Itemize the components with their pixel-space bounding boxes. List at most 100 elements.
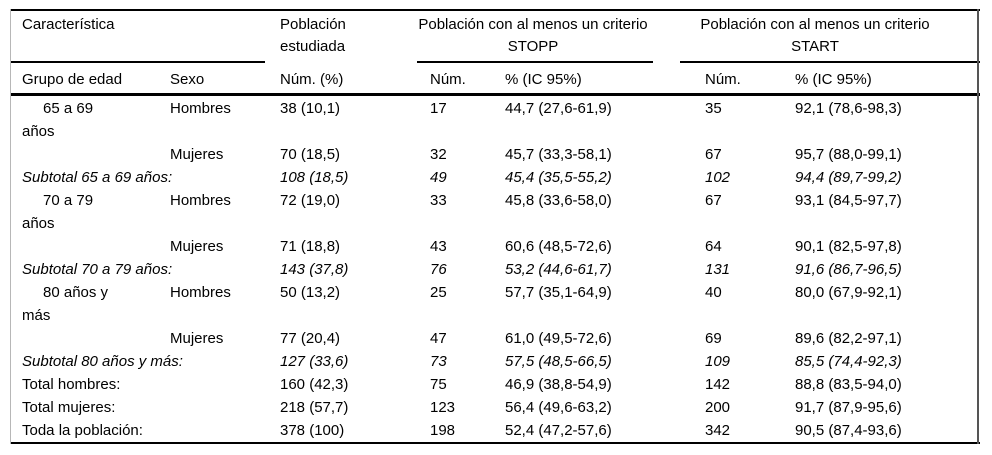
cell-start-ci: 90,1 (82,5-97,8) bbox=[795, 238, 902, 255]
cell-stopp-ci: 45,8 (33,6-58,0) bbox=[505, 192, 612, 209]
cell-start-n: 69 bbox=[705, 330, 722, 347]
cell-age-group: 65 a 69 años bbox=[10, 97, 170, 143]
header-stopp-group: Población con al menos un criterio STOPP bbox=[405, 14, 661, 58]
cell-population: 77 (20,4) bbox=[280, 330, 341, 347]
header-start-group: Población con al menos un criterio START bbox=[665, 14, 965, 58]
cell-age-group bbox=[10, 327, 170, 350]
cell-sex: Mujeres bbox=[170, 146, 224, 163]
total-row: Total hombres: 160 (42,3) 75 46,9 (38,8-… bbox=[10, 373, 980, 396]
cell-start-n: 200 bbox=[705, 399, 731, 416]
age-group-label-wrap: años bbox=[22, 123, 55, 140]
cell-subtotal-label: Subtotal 70 a 79 años: bbox=[22, 261, 173, 278]
header-age-group: Grupo de edad bbox=[22, 71, 123, 88]
cell-start-ci: 85,5 (74,4-92,3) bbox=[795, 353, 902, 370]
table-bottom-rule bbox=[10, 442, 980, 444]
cell-start-ci: 95,7 (88,0-99,1) bbox=[795, 146, 902, 163]
cell-stopp-ci: 57,7 (35,1-64,9) bbox=[505, 284, 612, 301]
cell-start-n: 35 bbox=[705, 100, 722, 117]
cell-population: 378 (100) bbox=[280, 422, 345, 439]
cell-stopp-ci: 60,6 (48,5-72,6) bbox=[505, 238, 612, 255]
cell-stopp-ci: 61,0 (49,5-72,6) bbox=[505, 330, 612, 347]
table-row: 65 a 69 años Hombres 38 (10,1) 17 44,7 (… bbox=[10, 97, 980, 143]
cell-stopp-n: 32 bbox=[430, 146, 447, 163]
cell-total-label: Toda la población: bbox=[22, 422, 143, 439]
cell-start-ci: 89,6 (82,2-97,1) bbox=[795, 330, 902, 347]
header-start-line2: START bbox=[791, 38, 839, 55]
age-group-label-wrap: más bbox=[22, 307, 51, 324]
header-start-num: Núm. bbox=[705, 71, 741, 88]
cell-population: 218 (57,7) bbox=[280, 399, 349, 416]
table-row: 70 a 79 años Hombres 72 (19,0) 33 45,8 (… bbox=[10, 189, 980, 235]
subtotal-row: Subtotal 65 a 69 años: 108 (18,5) 49 45,… bbox=[10, 166, 980, 189]
cell-start-n: 64 bbox=[705, 238, 722, 255]
cell-subtotal-label: Subtotal 65 a 69 años: bbox=[22, 169, 173, 186]
cell-start-n: 142 bbox=[705, 376, 731, 393]
cell-population: 72 (19,0) bbox=[280, 192, 341, 209]
cell-stopp-n: 49 bbox=[430, 169, 447, 186]
cell-stopp-n: 73 bbox=[430, 353, 447, 370]
cell-total-label: Total mujeres: bbox=[22, 399, 116, 416]
subtotal-row: Subtotal 70 a 79 años: 143 (37,8) 76 53,… bbox=[10, 258, 980, 281]
cell-population: 38 (10,1) bbox=[280, 100, 341, 117]
cell-population: 70 (18,5) bbox=[280, 146, 341, 163]
start-group-rule bbox=[680, 61, 980, 63]
cell-stopp-n: 123 bbox=[430, 399, 456, 416]
cell-population: 71 (18,8) bbox=[280, 238, 341, 255]
cell-subtotal-label: Subtotal 80 años y más: bbox=[22, 353, 183, 370]
cell-age-group: 80 años y más bbox=[10, 281, 170, 327]
cell-start-n: 40 bbox=[705, 284, 722, 301]
cell-sex: Hombres bbox=[170, 100, 231, 117]
cell-stopp-ci: 53,2 (44,6-61,7) bbox=[505, 261, 612, 278]
cell-stopp-ci: 45,7 (33,3-58,1) bbox=[505, 146, 612, 163]
cell-start-n: 109 bbox=[705, 353, 731, 370]
table-top-rule bbox=[10, 9, 980, 11]
age-group-label: 80 años y bbox=[43, 284, 109, 301]
cell-start-ci: 91,7 (87,9-95,6) bbox=[795, 399, 902, 416]
cell-sex: Hombres bbox=[170, 284, 231, 301]
table-row: 80 años y más Hombres 50 (13,2) 25 57,7 … bbox=[10, 281, 980, 327]
table-row: Mujeres 71 (18,8) 43 60,6 (48,5-72,6) 64… bbox=[10, 235, 980, 258]
age-group-label: 70 a 79 bbox=[43, 192, 94, 209]
cell-sex: Mujeres bbox=[170, 330, 224, 347]
header-characteristic: Característica bbox=[22, 16, 115, 33]
cell-population: 108 (18,5) bbox=[280, 169, 349, 186]
header-start-line1: Población con al menos un criterio bbox=[700, 16, 930, 33]
cell-start-ci: 88,8 (83,5-94,0) bbox=[795, 376, 902, 393]
cell-stopp-ci: 57,5 (48,5-66,5) bbox=[505, 353, 612, 370]
header-pop-num: Núm. (%) bbox=[280, 71, 344, 88]
cell-age-group bbox=[10, 143, 170, 166]
cell-stopp-n: 75 bbox=[430, 376, 447, 393]
cell-sex: Hombres bbox=[170, 192, 231, 209]
cell-start-ci: 94,4 (89,7-99,2) bbox=[795, 169, 902, 186]
cell-stopp-n: 17 bbox=[430, 100, 447, 117]
age-group-label-wrap: años bbox=[22, 215, 55, 232]
table-row: Mujeres 70 (18,5) 32 45,7 (33,3-58,1) 67… bbox=[10, 143, 980, 166]
cell-start-n: 342 bbox=[705, 422, 731, 439]
cell-start-n: 67 bbox=[705, 192, 722, 209]
cell-stopp-ci: 45,4 (35,5-55,2) bbox=[505, 169, 612, 186]
table-subheader-row: Grupo de edad Sexo Núm. (%) Núm. % (IC 9… bbox=[10, 63, 980, 97]
header-start-ci: % (IC 95%) bbox=[795, 71, 872, 88]
cell-stopp-n: 33 bbox=[430, 192, 447, 209]
cell-start-n: 102 bbox=[705, 169, 731, 186]
age-group-label: 65 a 69 bbox=[43, 100, 94, 117]
cell-age-group bbox=[10, 235, 170, 258]
cell-stopp-n: 47 bbox=[430, 330, 447, 347]
cell-stopp-ci: 46,9 (38,8-54,9) bbox=[505, 376, 612, 393]
cell-start-n: 131 bbox=[705, 261, 731, 278]
cell-stopp-ci: 52,4 (47,2-57,6) bbox=[505, 422, 612, 439]
cell-population: 160 (42,3) bbox=[280, 376, 349, 393]
header-bottom-rule bbox=[10, 93, 980, 96]
characteristic-group-rule bbox=[10, 61, 265, 63]
table-row: Mujeres 77 (20,4) 47 61,0 (49,5-72,6) 69… bbox=[10, 327, 980, 350]
cell-start-ci: 92,1 (78,6-98,3) bbox=[795, 100, 902, 117]
cell-population: 143 (37,8) bbox=[280, 261, 349, 278]
header-stopp-line1: Población con al menos un criterio bbox=[418, 16, 648, 33]
cell-sex: Mujeres bbox=[170, 238, 224, 255]
header-stopp-ci: % (IC 95%) bbox=[505, 71, 582, 88]
cell-start-ci: 80,0 (67,9-92,1) bbox=[795, 284, 902, 301]
cell-stopp-n: 198 bbox=[430, 422, 456, 439]
header-stopp-line2: STOPP bbox=[507, 38, 559, 55]
cell-start-ci: 93,1 (84,5-97,7) bbox=[795, 192, 902, 209]
